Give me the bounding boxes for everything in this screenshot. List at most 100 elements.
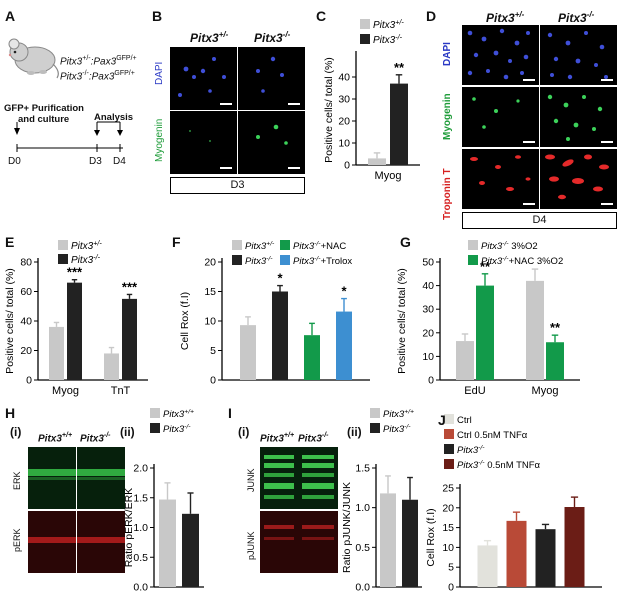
troponin-cells [470, 155, 531, 191]
significance-marker: ** [394, 60, 405, 75]
panel-j-label: J [438, 412, 446, 428]
myogenin-nuclei [472, 97, 520, 129]
x-tick-label: TnT [111, 385, 131, 397]
significance-marker: ** [480, 259, 491, 274]
myogenin-ko-image [238, 111, 305, 174]
day-d4: D4 [113, 156, 126, 167]
y-tick-label: 15 [442, 522, 454, 534]
y-tick-label: 0.5 [133, 552, 148, 564]
erk-band [28, 469, 76, 480]
legend-swatch [360, 19, 370, 29]
y-tick-label: 60 [20, 286, 32, 298]
perk-band [28, 537, 76, 543]
bar [477, 545, 498, 587]
y-tick-label: 5 [448, 562, 454, 574]
row-dapi: DAPI [154, 61, 165, 85]
panel-d-label: D [426, 8, 437, 24]
bar [159, 499, 176, 587]
legend-label: Pitx3-/- [373, 33, 403, 47]
dapi-nuclei [467, 28, 530, 80]
bar [368, 158, 386, 165]
y-axis-label: Ratio pJUNK/JUNK [341, 482, 353, 573]
troponin-cells [545, 154, 609, 200]
bar [535, 529, 556, 587]
legend-swatch [232, 240, 242, 250]
column-knockout: Pitx3-/- [254, 30, 291, 45]
legend-swatch [370, 423, 380, 433]
y-tick-label: 40 [422, 280, 434, 292]
row-junk: JUNK [246, 468, 256, 492]
panel-b-label: B [152, 8, 163, 24]
dapi-nuclei [178, 57, 226, 97]
day-box-d4: D4 [462, 212, 617, 229]
panel-f: F 0 5 10 15 20 Cell Rox (f.I) * * Pitx3+/- Pitx3-… [160, 232, 390, 402]
panel-f-label: F [172, 234, 181, 250]
y-axis-label: Positive cells/ total (%) [396, 268, 408, 374]
row-pjunk: pJUNK [246, 531, 256, 560]
y-tick-label: 5 [210, 345, 216, 357]
y-tick-label: 1.0 [355, 502, 370, 514]
y-tick-label: 0.0 [355, 582, 370, 594]
legend-label: Pitx3+/- [373, 18, 404, 32]
legend-label: Ctrl [457, 415, 472, 426]
bar [49, 326, 64, 380]
lane-label-wt: Pitx3+/+ [38, 432, 73, 445]
y-axis-label: Positive cells/ total (%) [323, 57, 335, 163]
subpanel-i-label: (i) [238, 425, 250, 439]
row-perk: pERK [12, 528, 22, 552]
dapi-nuclei [547, 31, 608, 80]
y-axis-label: Ratio pERK/ERK [123, 488, 135, 567]
column-heterozygous: Pitx3+/- [486, 10, 525, 25]
legend-swatch [370, 408, 380, 418]
panel-e-label: E [5, 234, 15, 250]
legend-swatch [280, 240, 290, 250]
bar [336, 311, 352, 380]
erk-band [77, 469, 125, 480]
dapi-het-image [170, 47, 237, 110]
y-tick-label: 10 [204, 316, 216, 328]
y-tick-label: 0 [210, 375, 216, 387]
y-tick-label: 40 [338, 72, 350, 84]
row-troponin-t: Troponin T [442, 168, 453, 220]
y-tick-label: 1.0 [133, 522, 148, 534]
bar [402, 499, 418, 587]
mouse-icon [8, 38, 59, 79]
perk-blot-ko [77, 511, 125, 573]
panel-h: H (i) (ii) Pitx3+/+ Pitx3-/- ERK pERK 0.… [0, 402, 212, 604]
erk-blot-ko [77, 447, 125, 509]
bar [456, 341, 474, 380]
y-tick-label: 1.5 [355, 463, 370, 475]
x-tick-label: Myog [532, 385, 559, 397]
y-tick-label: 40 [20, 316, 32, 328]
bar [182, 513, 199, 587]
panel-h-label: H [5, 405, 16, 421]
scale-bar [220, 103, 232, 105]
y-tick-label: 0 [428, 375, 434, 387]
troponin-ko-image [540, 149, 617, 209]
scale-bar [288, 103, 300, 105]
panel-c-label: C [316, 8, 327, 24]
y-tick-label: 20 [20, 345, 32, 357]
myogenin-nuclei [189, 130, 211, 142]
row-dapi: DAPI [442, 42, 453, 66]
pjunk-blot [260, 511, 338, 573]
panel-g-label: G [400, 234, 411, 250]
y-tick-label: 20 [204, 257, 216, 269]
y-tick-label: 0 [344, 160, 350, 172]
column-knockout: Pitx3-/- [558, 10, 595, 25]
dapi-het-image [462, 25, 539, 85]
legend-label: Pitx3-/-+NAC 3%O2 [481, 256, 563, 267]
scale-bar [601, 79, 613, 81]
y-tick-label: 30 [338, 94, 350, 106]
y-tick-label: 0 [26, 375, 32, 387]
y-tick-label: 0.0 [133, 582, 148, 594]
bar [104, 353, 119, 380]
day-d3: D3 [89, 156, 102, 167]
myogenin-ko-image [540, 87, 617, 147]
pjunk-bands [264, 525, 334, 540]
y-tick-label: 0.5 [355, 542, 370, 554]
legend-label: Ctrl 0.5nM TNFα [457, 430, 528, 441]
legend-swatch [58, 254, 68, 264]
legend-label: Pitx3+/+ [383, 409, 414, 420]
legend-swatch [444, 444, 454, 454]
